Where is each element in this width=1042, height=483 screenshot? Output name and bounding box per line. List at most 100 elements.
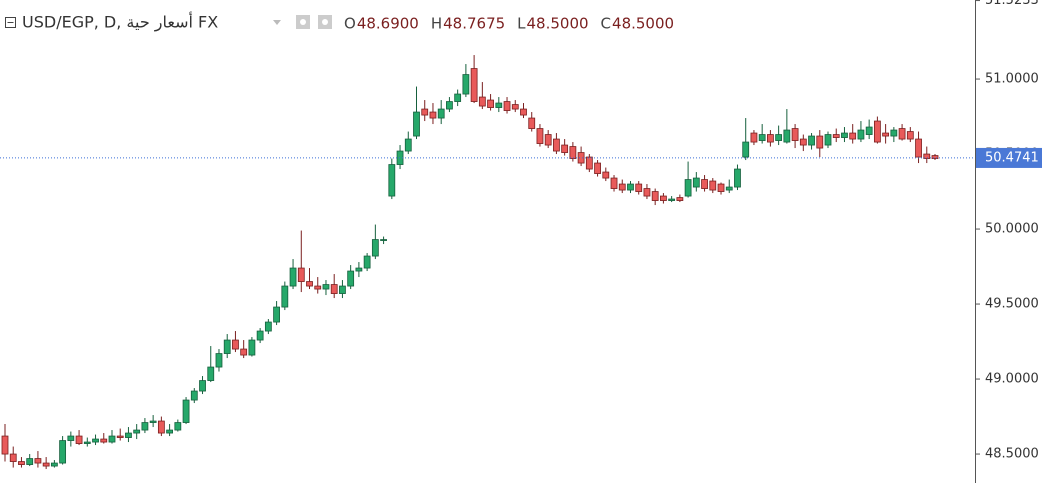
candle-body [462, 74, 470, 95]
candle-body [618, 183, 626, 191]
candle-body [651, 191, 659, 201]
candle-body [396, 150, 404, 165]
candle-body [232, 339, 239, 350]
candle-body [882, 132, 890, 137]
candle-body [692, 177, 700, 188]
candle-body [371, 239, 379, 257]
ohlc-label: C [601, 15, 611, 33]
candle-body [602, 171, 610, 179]
ohlc-label: O [344, 15, 356, 33]
candle-body [923, 153, 931, 159]
candle-body [775, 134, 783, 141]
candle-body [717, 183, 725, 192]
candle-body [116, 435, 124, 438]
candle-body [758, 134, 766, 141]
candle-body [766, 134, 774, 143]
y-tick-label: 51.5233 [985, 0, 1039, 8]
y-tick-label: 49.5000 [985, 297, 1039, 312]
candle-body [915, 138, 922, 158]
candle-body [133, 429, 141, 434]
candle-body [264, 321, 272, 332]
candle-body [701, 179, 708, 189]
dropdown-arrow[interactable] [273, 20, 281, 25]
candle-body [503, 101, 511, 111]
candle-body [660, 195, 667, 201]
candle-body [83, 441, 91, 444]
candle-body [174, 422, 182, 431]
candle-body [898, 128, 906, 140]
candle-body [734, 168, 741, 188]
candle-body [141, 422, 149, 431]
candle-body [190, 390, 198, 401]
candle-body [890, 129, 898, 137]
candle-body [256, 330, 264, 341]
candle-body [610, 177, 618, 189]
candle-body [240, 348, 248, 356]
candle-body [906, 131, 914, 140]
last-price-box [976, 147, 1042, 168]
y-tick-label: 49.0000 [985, 372, 1039, 387]
candle-body [437, 108, 445, 119]
candle-body [668, 198, 676, 201]
candle-body [709, 180, 717, 191]
candle-body [75, 435, 83, 444]
candle-body [42, 462, 50, 467]
candle-body [306, 281, 313, 287]
candle-body [791, 128, 799, 141]
candle-body [865, 126, 873, 135]
ohlc-value: 48.6900 [357, 15, 419, 33]
ohlc-label: L [517, 15, 526, 33]
header: USD/EGP, D, أسعار حية FX [5, 12, 332, 33]
candle-body [857, 129, 865, 140]
y-tick-label: 51.0000 [985, 72, 1039, 87]
candle-body [26, 458, 34, 465]
candle-body [849, 132, 857, 140]
candle-body [157, 420, 165, 434]
candle-body [931, 155, 939, 159]
collapse-icon[interactable] [5, 17, 16, 28]
candle-body [223, 339, 231, 354]
candle-body [9, 453, 17, 462]
candle-body [470, 68, 478, 102]
candle-body [67, 435, 75, 441]
candle-body [322, 284, 330, 290]
candle-body [561, 144, 569, 153]
ohlc-label: H [431, 15, 442, 33]
candle-body [635, 183, 643, 192]
candle-body [841, 132, 848, 138]
candle-body [487, 99, 494, 108]
candle-body [454, 93, 462, 102]
candle-body [832, 134, 840, 138]
candle-body [363, 255, 371, 269]
candle-body [404, 138, 412, 152]
candle-body [799, 138, 807, 146]
candle-body [149, 420, 157, 423]
candle-body [1, 435, 9, 455]
candle-body [643, 188, 651, 197]
candle-body [18, 461, 25, 465]
settings-icon-dot [322, 19, 328, 25]
candle-body [347, 270, 355, 287]
candle-body [528, 117, 536, 129]
candle-body [783, 129, 791, 143]
candle-body [536, 128, 544, 144]
candle-body [544, 134, 552, 146]
y-tick-label: 50.0000 [985, 222, 1039, 237]
candle-body [166, 429, 174, 434]
candle-body [577, 152, 585, 164]
candle-body [289, 267, 297, 287]
candle-body [520, 108, 527, 116]
y-tick-label: 48.5000 [985, 447, 1039, 462]
ohlc-value: 48.5000 [527, 15, 589, 33]
candle-body [569, 146, 577, 159]
candle-body [873, 120, 881, 143]
candle-body [742, 141, 750, 158]
candle-body [100, 438, 108, 443]
candle-body [125, 432, 132, 438]
candle-body [50, 462, 58, 467]
settings-icon-dot [300, 19, 306, 25]
candle-body [92, 438, 99, 443]
candle-body [495, 102, 503, 108]
candle-body [339, 285, 346, 294]
